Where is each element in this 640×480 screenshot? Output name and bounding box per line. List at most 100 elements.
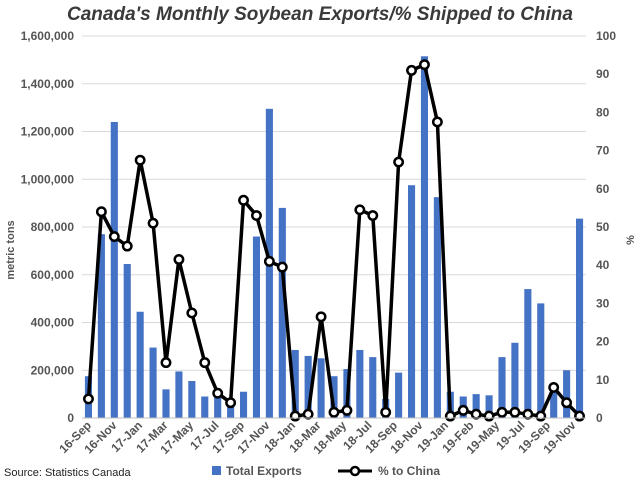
bar-series [84, 56, 584, 418]
line-point [354, 204, 366, 216]
bar [524, 289, 532, 418]
bar [420, 56, 429, 418]
bar [136, 311, 144, 418]
bar [97, 234, 105, 418]
line-point [302, 408, 314, 420]
line-point [328, 406, 340, 418]
line-point [83, 393, 94, 405]
line-point [147, 217, 159, 229]
legend-label-total-exports: Total Exports [226, 464, 302, 478]
y-tick-label: 400,000 [31, 316, 75, 330]
bar [498, 357, 506, 418]
y-tick-label: 1,600,000 [21, 29, 75, 43]
line-point [470, 408, 482, 420]
bar [511, 342, 519, 418]
line-point [419, 59, 430, 71]
bar [110, 121, 118, 418]
bar [550, 391, 558, 418]
bar [278, 207, 286, 418]
y-tick-label: 1,000,000 [21, 172, 75, 186]
line-point [431, 116, 443, 128]
line-point [108, 231, 120, 243]
line-point [173, 254, 185, 265]
line-point [199, 357, 211, 369]
left-axis-ticks: 0 200,000 400,000 600,000 800,000 1,000,000 1,… [21, 29, 75, 425]
legend-swatch-total-exports [212, 466, 221, 475]
bar [317, 358, 325, 418]
line-point [561, 397, 573, 409]
y-tick-label: 1,200,000 [21, 125, 75, 139]
line-point [574, 410, 585, 422]
line-point [444, 410, 456, 422]
x-axis-ticks: 16-Sep16-Nov17-Jan17-Mar17-May17-Jul17-S… [56, 418, 578, 457]
bar [433, 197, 441, 418]
bar [227, 404, 235, 418]
y-axis-label: metric tons [5, 220, 17, 279]
bar [239, 391, 248, 418]
bar [575, 218, 584, 418]
line-point [251, 210, 262, 221]
bar [149, 347, 157, 418]
y-tick-label: 200,000 [31, 363, 75, 377]
line-point [121, 240, 133, 252]
gridlines [82, 35, 586, 371]
y2-tick-label: 90 [596, 67, 610, 81]
line-point [393, 156, 405, 168]
line-series [83, 59, 585, 422]
bar [291, 349, 299, 418]
source-note: Source: Statistics Canada [4, 467, 131, 479]
bar [485, 395, 493, 418]
bar [472, 394, 480, 418]
y2-tick-label: 0 [596, 411, 603, 425]
line-point [315, 311, 327, 323]
y2-tick-label: 80 [596, 105, 610, 119]
y2-tick-label: 70 [596, 144, 610, 158]
y-tick-label: 800,000 [31, 220, 75, 234]
y2-axis-label: % [625, 235, 637, 245]
bar [175, 371, 183, 418]
bar [252, 236, 261, 418]
line-point [406, 64, 417, 76]
bar [188, 380, 196, 418]
y2-tick-label: 40 [596, 258, 610, 272]
line-point [509, 406, 521, 418]
line-point [160, 357, 172, 369]
y2-tick-label: 100 [596, 29, 616, 43]
y-tick-label: 0 [67, 411, 74, 425]
line-point [186, 307, 198, 319]
line-point [134, 154, 146, 166]
line-point [212, 387, 224, 399]
y-tick-label: 600,000 [31, 268, 75, 282]
bar [330, 376, 338, 418]
line-point [341, 404, 353, 416]
chart-title: Canada's Monthly Soybean Exports/% Shipp… [67, 4, 573, 25]
y2-tick-label: 30 [596, 296, 610, 310]
bar [201, 396, 209, 418]
line-point [289, 410, 301, 422]
line-point [548, 381, 560, 393]
bar [214, 394, 222, 418]
line-point [457, 404, 469, 416]
y-tick-label: 1,400,000 [21, 77, 75, 91]
y2-tick-label: 60 [596, 182, 610, 196]
bar [304, 355, 312, 418]
y2-tick-label: 50 [596, 220, 610, 234]
line-point [225, 397, 237, 409]
line-point [367, 210, 379, 221]
line-point [380, 406, 392, 418]
bar [356, 349, 364, 418]
right-axis-ticks: 0 10 20 30 40 50 60 70 80 90 100 [596, 29, 616, 425]
line-point [95, 206, 107, 218]
line-point [496, 406, 508, 418]
line-point [522, 408, 534, 420]
bar [537, 303, 545, 418]
bar [407, 185, 416, 418]
line-point [276, 261, 288, 273]
y2-tick-label: 20 [596, 335, 610, 349]
y2-tick-label: 10 [596, 373, 610, 387]
bar [162, 389, 170, 418]
line-point [263, 255, 275, 267]
bar [563, 370, 571, 418]
legend-swatch-marker [349, 465, 361, 477]
